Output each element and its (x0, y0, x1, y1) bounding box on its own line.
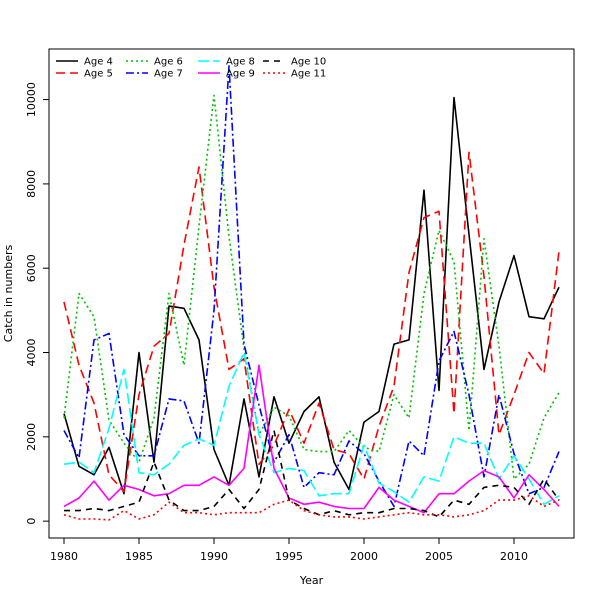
series-line-age-9 (63, 364, 560, 514)
y-tick-label: 2000 (25, 423, 38, 451)
legend-label: Age 9 (226, 69, 255, 80)
x-tick-label: 1980 (50, 550, 78, 563)
series-line-age-4 (63, 96, 560, 495)
y-axis-title: Catch in numbers (2, 245, 15, 343)
series-line-age-6 (63, 94, 560, 480)
x-tick-label: 2000 (350, 550, 378, 563)
y-tick-label: 8000 (25, 170, 38, 198)
x-axis-title: Year (299, 574, 324, 587)
series-line-age-11 (63, 494, 560, 521)
y-tick-label: 4000 (25, 339, 38, 367)
legend-label: Age 11 (291, 69, 326, 80)
y-tick-label: 10000 (25, 82, 38, 117)
series-line-age-10 (64, 429, 560, 518)
legend-label: Age 5 (84, 69, 113, 80)
series-line-age-8 (63, 351, 560, 506)
x-axis: 1980 1985 1990 1995 2000 2005 2010 (50, 537, 528, 563)
x-tick-label: 1990 (200, 550, 228, 563)
x-tick-label: 2005 (425, 550, 453, 563)
y-tick-label: 0 (25, 518, 38, 525)
series-layer (63, 65, 560, 521)
x-tick-label: 1995 (275, 550, 303, 563)
series-line-age-7 (63, 65, 560, 508)
legend-label: Age 10 (291, 57, 326, 68)
y-tick-label: 6000 (25, 254, 38, 282)
x-tick-label: 1985 (125, 550, 153, 563)
y-axis: 0 2000 4000 6000 8000 10000 (25, 82, 50, 525)
legend-label: Age 6 (154, 57, 183, 68)
legend-label: Age 7 (154, 69, 183, 80)
legend-label: Age 8 (226, 57, 255, 68)
series-line-age-5 (63, 151, 560, 493)
legend-label: Age 4 (84, 57, 113, 68)
x-tick-label: 2010 (500, 550, 528, 563)
